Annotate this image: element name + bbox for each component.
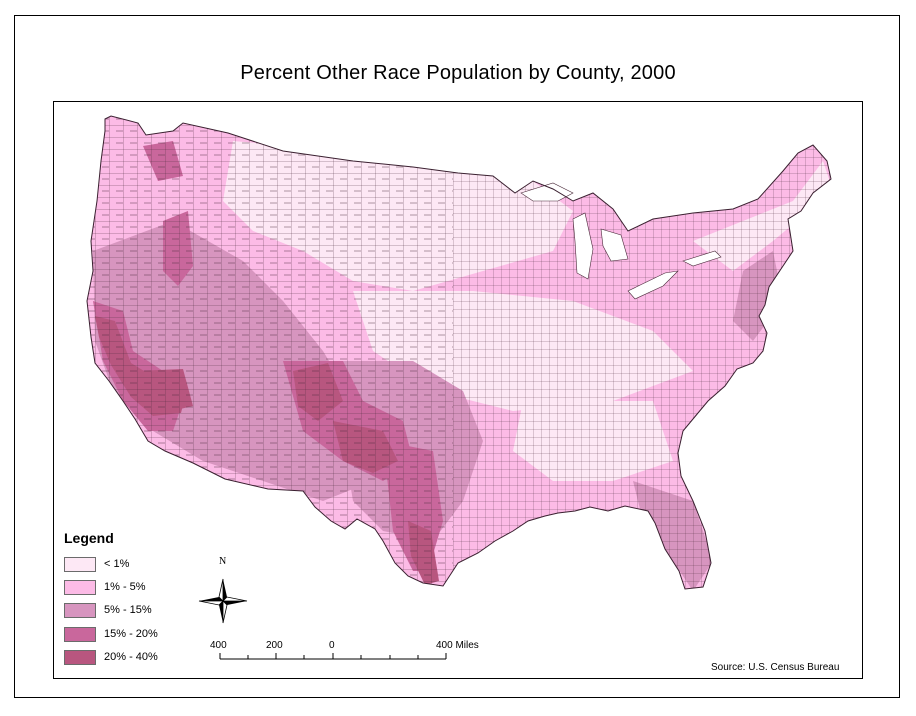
- legend-swatch: [64, 650, 96, 665]
- legend-swatch: [64, 557, 96, 572]
- scale-bar: [219, 653, 447, 660]
- source-note: Source: U.S. Census Bureau: [711, 662, 840, 673]
- map-title: Percent Other Race Population by County,…: [240, 62, 676, 84]
- choropleth-map[interactable]: [53, 101, 863, 679]
- lake-ontario: [682, 250, 722, 267]
- legend-swatch: [64, 580, 96, 595]
- legend-label: 1% - 5%: [104, 581, 146, 593]
- legend-title: Legend: [64, 530, 114, 546]
- scale-label: 0: [329, 640, 335, 651]
- north-arrow-icon: [198, 578, 248, 624]
- legend-swatch: [64, 627, 96, 642]
- legend-label: < 1%: [104, 558, 130, 570]
- map-layout-frame: [14, 15, 900, 698]
- legend-label: 15% - 20%: [104, 628, 158, 640]
- lake-michigan: [572, 212, 594, 280]
- scale-label: 400 Miles: [436, 640, 479, 651]
- scale-label: 200: [266, 640, 283, 651]
- lake-huron: [600, 228, 629, 262]
- north-arrow-label: N: [219, 556, 227, 567]
- legend-label: 20% - 40%: [104, 651, 158, 663]
- lake-erie: [627, 270, 679, 300]
- scale-label: 400: [210, 640, 227, 651]
- legend-label: 5% - 15%: [104, 604, 152, 616]
- county-fill-layer: [87, 116, 831, 589]
- legend-swatch: [64, 603, 96, 618]
